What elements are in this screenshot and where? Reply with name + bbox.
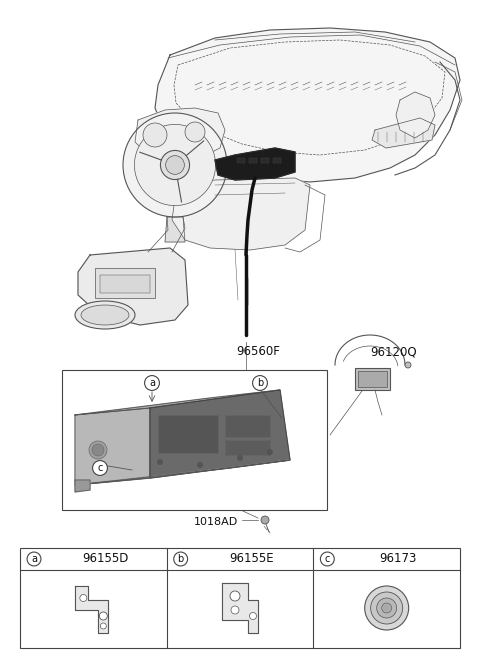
Bar bbox=[358, 371, 387, 387]
Circle shape bbox=[238, 455, 242, 461]
Text: a: a bbox=[31, 554, 37, 564]
Circle shape bbox=[231, 606, 239, 614]
Circle shape bbox=[261, 516, 269, 524]
Polygon shape bbox=[372, 118, 435, 148]
Bar bbox=[100, 275, 150, 293]
Circle shape bbox=[157, 459, 163, 464]
Polygon shape bbox=[135, 108, 225, 160]
Text: c: c bbox=[97, 463, 103, 473]
Polygon shape bbox=[172, 178, 310, 250]
Circle shape bbox=[230, 591, 240, 601]
Bar bbox=[20, 548, 460, 648]
Circle shape bbox=[143, 123, 167, 147]
Circle shape bbox=[80, 595, 87, 602]
Text: c: c bbox=[324, 554, 330, 564]
Circle shape bbox=[100, 623, 107, 629]
Text: 96155D: 96155D bbox=[82, 553, 128, 566]
Circle shape bbox=[185, 122, 205, 142]
Text: a: a bbox=[149, 378, 155, 388]
Bar bbox=[273, 158, 281, 163]
Polygon shape bbox=[165, 217, 185, 242]
Bar bbox=[62, 370, 327, 510]
Bar bbox=[355, 368, 390, 390]
Circle shape bbox=[377, 598, 396, 618]
Circle shape bbox=[166, 156, 184, 174]
Polygon shape bbox=[75, 480, 90, 492]
Circle shape bbox=[99, 612, 108, 620]
Polygon shape bbox=[150, 390, 290, 478]
Circle shape bbox=[92, 444, 104, 456]
Bar bbox=[249, 158, 257, 163]
Text: 96155E: 96155E bbox=[229, 553, 274, 566]
Polygon shape bbox=[155, 28, 460, 182]
Bar bbox=[158, 415, 218, 453]
Polygon shape bbox=[75, 390, 280, 415]
Text: 96173: 96173 bbox=[380, 553, 417, 566]
Polygon shape bbox=[75, 460, 290, 485]
Polygon shape bbox=[75, 586, 108, 633]
Ellipse shape bbox=[75, 301, 135, 329]
Polygon shape bbox=[78, 248, 188, 325]
Circle shape bbox=[197, 463, 203, 468]
Polygon shape bbox=[222, 583, 258, 633]
Circle shape bbox=[89, 441, 107, 459]
Circle shape bbox=[365, 586, 408, 630]
Text: 96560F: 96560F bbox=[236, 345, 280, 358]
Polygon shape bbox=[75, 408, 150, 485]
Circle shape bbox=[250, 612, 256, 620]
Circle shape bbox=[371, 592, 403, 624]
Circle shape bbox=[123, 113, 227, 217]
Text: 96120Q: 96120Q bbox=[370, 346, 417, 359]
Ellipse shape bbox=[81, 305, 129, 325]
Bar bbox=[95, 268, 155, 298]
Text: 1018AD: 1018AD bbox=[194, 517, 238, 527]
Circle shape bbox=[382, 603, 392, 613]
Circle shape bbox=[405, 362, 411, 368]
Circle shape bbox=[160, 150, 190, 179]
Circle shape bbox=[267, 449, 273, 455]
Polygon shape bbox=[215, 148, 295, 180]
Text: b: b bbox=[257, 378, 263, 388]
Bar bbox=[237, 158, 245, 163]
Bar bbox=[225, 440, 270, 455]
Bar bbox=[225, 415, 270, 437]
Text: b: b bbox=[178, 554, 184, 564]
Bar bbox=[261, 158, 269, 163]
Polygon shape bbox=[396, 92, 435, 138]
Circle shape bbox=[134, 124, 216, 206]
